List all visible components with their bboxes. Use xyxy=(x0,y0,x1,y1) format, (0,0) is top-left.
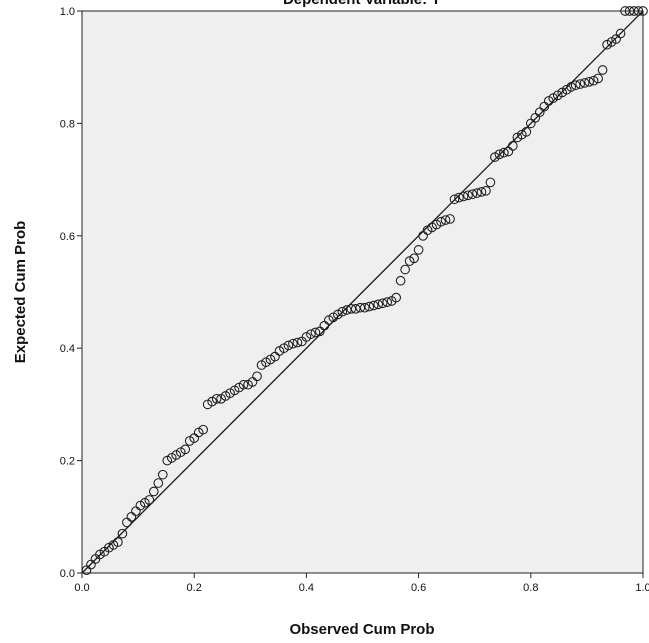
data-point xyxy=(337,306,348,317)
y-tick-label: 0.8 xyxy=(60,118,75,130)
data-point xyxy=(499,147,509,158)
y-axis: 0.0 0.2 0.4 0.6 0.8 1.0 xyxy=(60,6,82,580)
data-point xyxy=(588,75,599,86)
y-tick-label: 0.2 xyxy=(60,456,75,468)
data-point xyxy=(597,65,608,75)
data-point xyxy=(157,469,168,480)
data-point xyxy=(449,194,460,205)
data-point xyxy=(211,393,222,404)
data-point xyxy=(463,190,473,201)
data-point xyxy=(584,76,594,87)
data-point xyxy=(413,245,424,255)
data-point xyxy=(579,78,590,88)
data-point xyxy=(153,478,164,488)
data-point xyxy=(364,301,375,312)
data-point xyxy=(593,73,603,84)
data-point xyxy=(283,340,294,351)
data-point xyxy=(148,486,159,497)
data-point xyxy=(391,292,401,303)
x-tick-label: 1.0 xyxy=(635,582,649,594)
data-point xyxy=(292,337,303,348)
y-axis-title: Expected Cum Prob xyxy=(12,221,29,364)
plot-frame xyxy=(81,10,644,574)
points-layer xyxy=(81,6,648,576)
x-tick-label: 0.2 xyxy=(187,582,202,594)
data-point xyxy=(238,379,249,390)
data-point xyxy=(368,300,379,311)
data-point xyxy=(144,495,155,505)
data-point xyxy=(377,298,388,309)
chart-title: Dependent Variable: Y xyxy=(283,0,441,8)
x-tick-label: 0.8 xyxy=(523,582,538,594)
data-point xyxy=(117,528,128,539)
data-point xyxy=(508,141,518,151)
data-point xyxy=(445,214,455,224)
y-tick-label: 0.0 xyxy=(60,568,75,580)
data-point xyxy=(198,424,209,435)
data-point xyxy=(458,191,469,202)
data-point xyxy=(359,302,370,313)
x-axis-title: Observed Cum Prob xyxy=(289,621,434,638)
data-point xyxy=(615,28,626,39)
data-point xyxy=(180,444,191,455)
y-tick-label: 1.0 xyxy=(60,6,75,18)
y-tick-label: 0.4 xyxy=(60,343,75,355)
data-point xyxy=(436,216,446,227)
x-tick-label: 0.6 xyxy=(411,582,426,594)
data-point xyxy=(521,127,532,137)
data-point xyxy=(395,275,406,286)
data-point xyxy=(382,297,393,307)
data-point xyxy=(310,327,321,338)
data-point xyxy=(113,537,123,547)
data-point xyxy=(440,215,451,225)
data-point xyxy=(476,187,487,197)
data-point xyxy=(481,186,491,196)
data-point xyxy=(454,192,464,203)
data-point xyxy=(306,329,316,339)
data-point xyxy=(570,80,581,91)
data-point xyxy=(467,189,478,200)
data-point xyxy=(575,79,585,89)
data-point xyxy=(252,371,262,382)
x-tick-label: 0.4 xyxy=(299,582,314,594)
data-point xyxy=(494,149,505,160)
data-point xyxy=(566,82,577,92)
data-point xyxy=(373,299,384,310)
data-point xyxy=(472,188,482,198)
data-point xyxy=(409,253,419,264)
x-axis: 0.0 0.2 0.4 0.6 0.8 1.0 xyxy=(74,573,649,594)
data-point xyxy=(288,338,298,349)
x-tick-label: 0.0 xyxy=(74,582,89,594)
y-tick-label: 0.6 xyxy=(60,231,75,243)
data-point xyxy=(400,264,410,275)
data-point xyxy=(485,177,496,188)
